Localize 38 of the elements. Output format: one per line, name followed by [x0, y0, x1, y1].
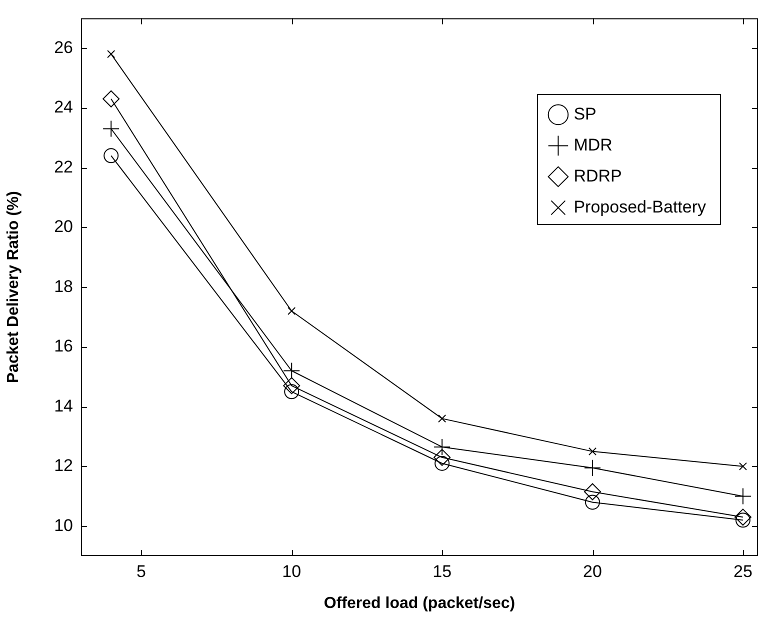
point — [734, 508, 752, 526]
point — [734, 488, 752, 505]
point — [735, 512, 750, 528]
x-axis-title: Offered load (packet/sec) — [324, 594, 516, 612]
legend-label: SP — [574, 104, 596, 124]
x-tick-label: 20 — [583, 562, 602, 581]
point — [585, 494, 600, 510]
point — [283, 362, 300, 380]
point — [434, 448, 451, 466]
point — [102, 120, 120, 138]
y-tick-label: 14 — [54, 396, 73, 416]
point — [438, 414, 446, 423]
point — [738, 462, 747, 470]
x-tick-label: 5 — [136, 562, 146, 581]
y-tick-label: 16 — [54, 336, 73, 356]
y-tick-label: 12 — [54, 456, 73, 476]
legend-label: Proposed-Battery — [574, 197, 706, 216]
point — [284, 384, 300, 400]
point — [434, 456, 450, 471]
legend-label: MDR — [574, 135, 612, 154]
y-tick-label: 26 — [54, 38, 73, 57]
point — [584, 483, 602, 500]
x-tick-label: 10 — [282, 562, 302, 581]
y-tick-label: 20 — [54, 217, 73, 236]
y-tick-label: 24 — [54, 98, 73, 117]
y-tick-label: 22 — [54, 157, 73, 176]
point — [104, 148, 119, 164]
point — [283, 377, 300, 394]
y-axis-title: Packet Delivery Ratio (%) — [5, 191, 22, 384]
point — [107, 50, 116, 58]
x-tick-label: 25 — [733, 562, 752, 581]
point — [102, 90, 120, 108]
point — [588, 447, 597, 456]
legend-label: RDRP — [574, 166, 622, 186]
y-tick-label: 18 — [54, 276, 73, 296]
x-tick-label: 15 — [432, 562, 452, 581]
point — [288, 306, 296, 316]
y-tick-label: 10 — [54, 516, 73, 535]
